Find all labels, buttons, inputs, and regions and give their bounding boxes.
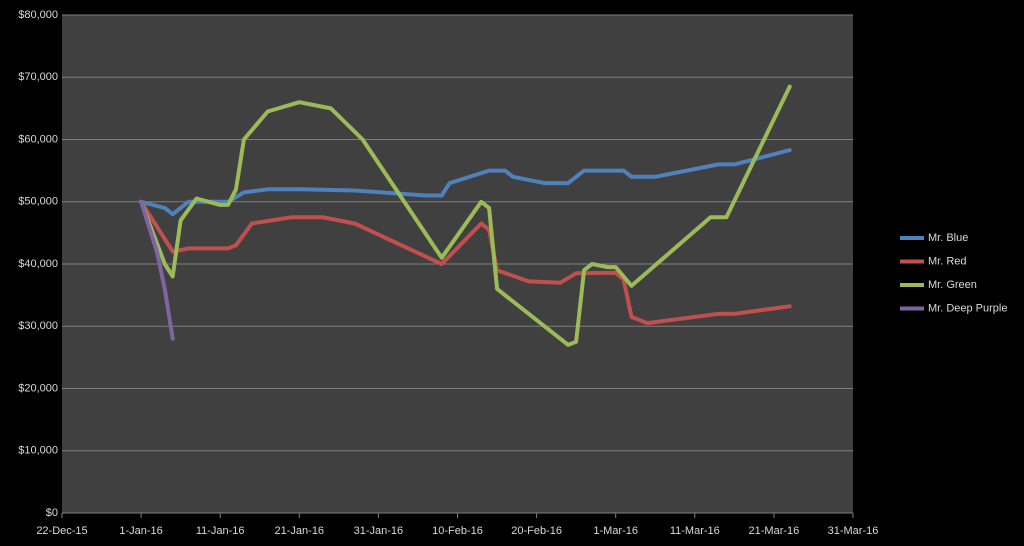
y-tick-label: $50,000 — [18, 196, 58, 208]
x-tick-label: 11-Mar-16 — [670, 525, 720, 537]
y-tick-label: $60,000 — [18, 133, 58, 145]
y-tick-label: $70,000 — [18, 71, 58, 83]
x-tick-label: 21-Jan-16 — [275, 525, 325, 537]
x-tick-label: 20-Feb-16 — [511, 525, 562, 537]
y-tick-label: $0 — [46, 507, 58, 519]
y-tick-label: $30,000 — [18, 320, 58, 332]
x-tick-label: 31-Jan-16 — [354, 525, 404, 537]
x-tick-label: 1-Jan-16 — [119, 525, 162, 537]
x-tick-label: 21-Mar-16 — [749, 525, 800, 537]
series-line — [139, 199, 175, 341]
y-tick-label: $10,000 — [18, 445, 58, 457]
y-tick-label: $40,000 — [18, 258, 58, 270]
series-line — [139, 84, 792, 347]
legend-label: Mr. Red — [928, 255, 967, 267]
legend-label: Mr. Blue — [928, 232, 968, 244]
x-tick-label: 1-Mar-16 — [593, 525, 638, 537]
y-tick-label: $20,000 — [18, 382, 58, 394]
x-tick-label: 22-Dec-15 — [36, 525, 87, 537]
x-tick-label: 11-Jan-16 — [196, 525, 245, 537]
series-line — [139, 199, 792, 326]
x-tick-label: 31-Mar-16 — [828, 525, 879, 537]
x-tick-label: 10-Feb-16 — [432, 525, 483, 537]
legend: Mr. Blue Mr. Red Mr. Green Mr. Deep Purple — [900, 232, 1007, 314]
legend-label: Mr. Deep Purple — [928, 302, 1007, 314]
y-tick-label: $80,000 — [18, 9, 58, 21]
legend-label: Mr. Green — [928, 279, 977, 291]
